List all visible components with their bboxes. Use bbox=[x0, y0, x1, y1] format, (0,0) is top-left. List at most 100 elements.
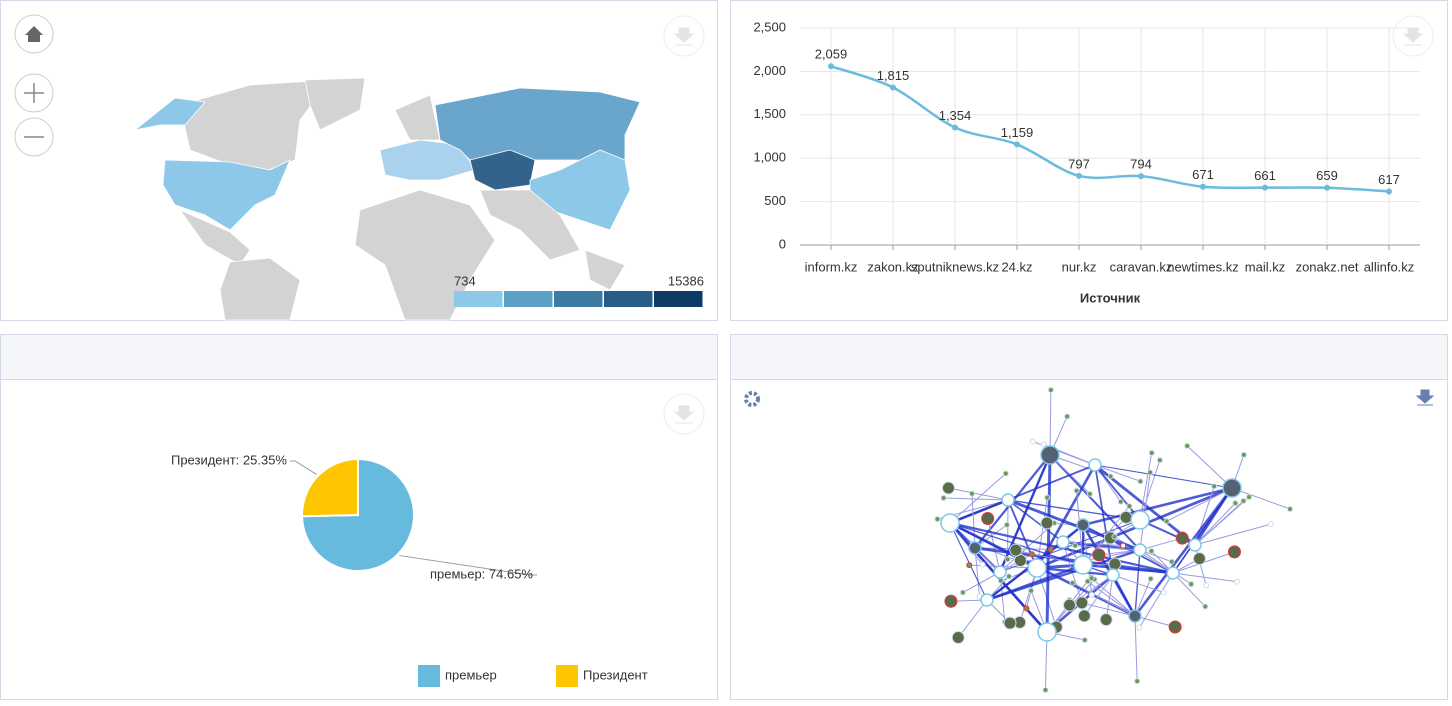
network-node bbox=[1235, 579, 1240, 584]
network-node bbox=[1065, 414, 1070, 419]
network-hub bbox=[1189, 539, 1201, 551]
network-node bbox=[942, 482, 954, 494]
scale-max-label: 15386 bbox=[668, 273, 704, 288]
network-node bbox=[1078, 610, 1090, 622]
network-node bbox=[1045, 495, 1050, 500]
x-axis-title: Источник bbox=[1080, 290, 1141, 305]
x-tick-label: zonakz.net bbox=[1296, 259, 1359, 274]
data-label: 617 bbox=[1378, 172, 1400, 187]
network-node bbox=[1203, 604, 1208, 609]
point bbox=[1324, 185, 1330, 191]
data-label: премьер: 74.65% bbox=[430, 566, 533, 581]
network-hub bbox=[994, 566, 1006, 578]
network-node bbox=[1148, 576, 1153, 581]
network-node bbox=[1010, 544, 1022, 556]
x-tick-label: allinfo.kz bbox=[1364, 259, 1415, 274]
network-node bbox=[935, 517, 940, 522]
network-node bbox=[960, 590, 965, 595]
point bbox=[1262, 185, 1268, 191]
legend-label: премьер bbox=[445, 667, 497, 682]
network-node bbox=[1164, 519, 1169, 524]
network-hub bbox=[969, 542, 981, 554]
network-node bbox=[1212, 484, 1217, 489]
y-tick-label: 0 bbox=[779, 236, 786, 251]
color-scale-bin bbox=[604, 291, 653, 307]
point bbox=[1386, 188, 1392, 194]
network-hub bbox=[1129, 610, 1141, 622]
network-node bbox=[1149, 549, 1154, 554]
network-hub bbox=[1038, 623, 1056, 641]
network-node bbox=[1029, 552, 1034, 557]
network-node bbox=[982, 512, 994, 524]
network-hub bbox=[1057, 536, 1069, 548]
data-label: 661 bbox=[1254, 168, 1276, 183]
network-node bbox=[1108, 474, 1113, 479]
data-label: 671 bbox=[1192, 167, 1214, 182]
network-hub bbox=[1167, 567, 1179, 579]
network-hub bbox=[981, 594, 993, 606]
color-scale-bin bbox=[654, 291, 703, 307]
x-tick-label: mail.kz bbox=[1245, 259, 1285, 274]
data-label: 1,159 bbox=[1001, 125, 1034, 140]
data-label: 797 bbox=[1068, 156, 1090, 171]
y-tick-label: 1,500 bbox=[753, 106, 786, 121]
network-node bbox=[980, 562, 985, 567]
network-hub bbox=[1089, 459, 1101, 471]
network-node bbox=[1004, 617, 1016, 629]
network-hub bbox=[1028, 559, 1046, 577]
network-node bbox=[1247, 495, 1252, 500]
color-scale-bin bbox=[504, 291, 553, 307]
x-tick-label: nur.kz bbox=[1062, 259, 1097, 274]
network-node bbox=[1074, 488, 1079, 493]
map-controls bbox=[15, 15, 53, 156]
point bbox=[1138, 173, 1144, 179]
network-node bbox=[1087, 491, 1092, 496]
network-node bbox=[1149, 450, 1154, 455]
network-node bbox=[1082, 638, 1087, 643]
legend-label: Президент bbox=[583, 667, 648, 682]
y-tick-label: 2,000 bbox=[753, 63, 786, 78]
x-tick-label: 24.kz bbox=[1001, 259, 1032, 274]
network-hub bbox=[1107, 569, 1119, 581]
network-node bbox=[941, 495, 946, 500]
network-hub bbox=[1074, 556, 1092, 574]
network-hub bbox=[1041, 446, 1059, 464]
network-node bbox=[1100, 614, 1112, 626]
network-node bbox=[1093, 549, 1105, 561]
network-node bbox=[1288, 507, 1293, 512]
network-node bbox=[1148, 470, 1153, 475]
network-node bbox=[1137, 625, 1142, 630]
legend-swatch bbox=[556, 665, 578, 687]
point bbox=[1200, 184, 1206, 190]
network-node bbox=[1043, 688, 1048, 693]
point bbox=[1076, 173, 1082, 179]
panel-header bbox=[1, 335, 718, 380]
point bbox=[828, 63, 834, 69]
point bbox=[952, 124, 958, 130]
network-hub bbox=[1131, 511, 1149, 529]
y-tick-label: 500 bbox=[764, 193, 786, 208]
x-tick-label: newtimes.kz bbox=[1167, 259, 1239, 274]
network-node bbox=[1161, 590, 1166, 595]
network-node bbox=[1109, 558, 1121, 570]
x-tick-label: caravan.kz bbox=[1110, 259, 1173, 274]
network-node bbox=[1241, 452, 1246, 457]
network-node bbox=[1048, 388, 1053, 393]
network-node bbox=[1089, 592, 1094, 597]
network-node bbox=[1030, 439, 1035, 444]
network-node bbox=[1189, 582, 1194, 587]
x-tick-label: sputniknews.kz bbox=[911, 259, 999, 274]
network-hub bbox=[1223, 479, 1241, 497]
legend-swatch bbox=[418, 665, 440, 687]
network-node bbox=[967, 563, 972, 568]
network-node bbox=[1185, 443, 1190, 448]
network-hub bbox=[1002, 494, 1014, 506]
network-node bbox=[998, 578, 1003, 583]
network-node bbox=[1138, 479, 1143, 484]
network-node bbox=[1135, 679, 1140, 684]
data-label: 2,059 bbox=[815, 47, 848, 62]
color-scale-bin bbox=[554, 291, 603, 307]
network-node bbox=[952, 631, 964, 643]
network-node bbox=[1127, 504, 1132, 509]
